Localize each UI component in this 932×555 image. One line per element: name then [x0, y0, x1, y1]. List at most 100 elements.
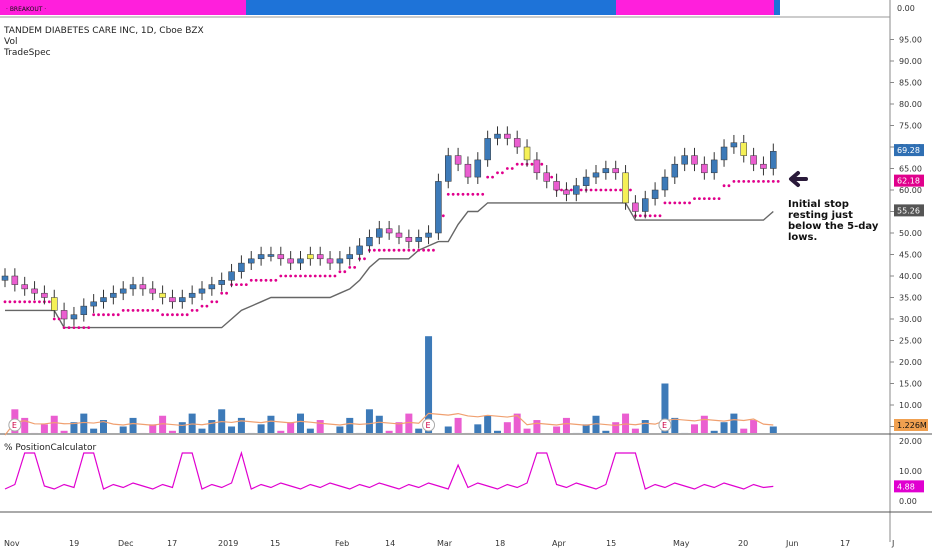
candle-body — [721, 147, 727, 160]
candle-body — [150, 289, 156, 293]
volume-tag-label: 1.226M — [897, 421, 927, 430]
candle-body — [731, 143, 737, 147]
candle-body — [248, 259, 254, 263]
trail-dot — [284, 275, 287, 278]
trail-dot — [659, 214, 662, 217]
trail-dot — [171, 313, 174, 316]
volume-bar — [691, 424, 698, 433]
legend-vol: Vol — [4, 37, 17, 47]
volume-bar — [258, 424, 265, 433]
trail-dot — [570, 189, 573, 192]
volume-bar — [179, 422, 186, 433]
y-tick-label: 85.00 — [899, 79, 922, 88]
trail-dot — [639, 214, 642, 217]
candle-body — [583, 177, 589, 186]
trail-dot — [619, 189, 622, 192]
trail-dot — [260, 279, 263, 282]
volume-bar — [228, 427, 235, 434]
top-strip-magenta-2 — [616, 0, 774, 15]
volume-bar — [504, 422, 511, 433]
annotation-arrow-icon — [791, 173, 806, 185]
trail-dot — [398, 249, 401, 252]
candle-body — [465, 164, 471, 177]
trail-dot — [604, 189, 607, 192]
trail-dot — [649, 214, 652, 217]
trail-dot — [324, 275, 327, 278]
trail-dot — [600, 189, 603, 192]
trail-dot — [146, 309, 149, 312]
trail-dot — [181, 313, 184, 316]
trail-dot — [560, 189, 563, 192]
trail-dot — [23, 300, 26, 303]
x-axis-label: Apr — [552, 539, 567, 548]
trail-dot — [191, 309, 194, 312]
pc-tick-label: 20.00 — [899, 437, 922, 446]
trail-dot — [550, 176, 553, 179]
candle-body — [426, 233, 432, 237]
trail-dot — [33, 300, 36, 303]
x-axis-label: Nov — [4, 539, 20, 548]
candle-body — [327, 259, 333, 263]
trail-dot — [403, 249, 406, 252]
volume-bar — [41, 424, 48, 433]
trail-dot — [422, 249, 425, 252]
candle-body — [61, 310, 67, 319]
candle-body — [623, 173, 629, 203]
trail-dot — [210, 300, 213, 303]
candle-body — [298, 259, 304, 263]
trail-dot — [595, 189, 598, 192]
trail-dot — [92, 313, 95, 316]
trail-dot — [201, 305, 204, 308]
trail-dot — [107, 313, 110, 316]
trail-dot — [713, 197, 716, 200]
x-axis-label: 17 — [840, 539, 850, 548]
volume-bar — [622, 414, 629, 433]
position-calculator-line — [5, 453, 773, 489]
trail-dot — [348, 266, 351, 269]
candle-body — [701, 164, 707, 173]
trail-dot — [540, 163, 543, 166]
trail-dot — [240, 283, 243, 286]
candle-body — [91, 302, 97, 306]
trail-dot — [299, 275, 302, 278]
volume-bar — [267, 416, 274, 433]
trail-dot — [334, 275, 337, 278]
x-axis-label: Mar — [437, 539, 453, 548]
trail-dot — [270, 279, 273, 282]
volume-bar — [770, 427, 777, 434]
trail-dot — [279, 275, 282, 278]
candle-body — [160, 293, 166, 297]
x-axis-label: Jun — [785, 539, 799, 548]
trail-dot — [688, 202, 691, 205]
volume-bar — [169, 431, 176, 433]
trail-dot — [452, 193, 455, 196]
candle-body — [760, 164, 766, 168]
volume-bar — [533, 420, 540, 433]
candle-body — [337, 259, 343, 263]
earnings-marker-label: E — [662, 421, 667, 430]
candle-body — [514, 138, 520, 147]
trail-dot — [654, 214, 657, 217]
candle-body — [692, 156, 698, 165]
trail-dot — [250, 279, 253, 282]
trail-dot — [501, 171, 504, 174]
trail-dot — [28, 300, 31, 303]
y-tick-label: 60.00 — [899, 186, 922, 195]
trail-dot — [629, 189, 632, 192]
trail-dot — [521, 163, 524, 166]
trail-dot — [742, 180, 745, 183]
price-tag-label: 69.28 — [897, 146, 920, 155]
volume-bar — [120, 427, 127, 434]
candle-body — [475, 160, 481, 177]
volume-bar — [730, 414, 737, 433]
trail-dot — [132, 309, 135, 312]
volume-bar — [336, 427, 343, 434]
trail-dot — [506, 167, 509, 170]
annotation-line: below the 5-day — [788, 221, 879, 232]
volume-bar — [445, 427, 452, 434]
trail-dot — [733, 180, 736, 183]
volume-bar — [740, 429, 747, 433]
trail-dot — [511, 167, 514, 170]
x-axis-label: 15 — [606, 539, 616, 548]
